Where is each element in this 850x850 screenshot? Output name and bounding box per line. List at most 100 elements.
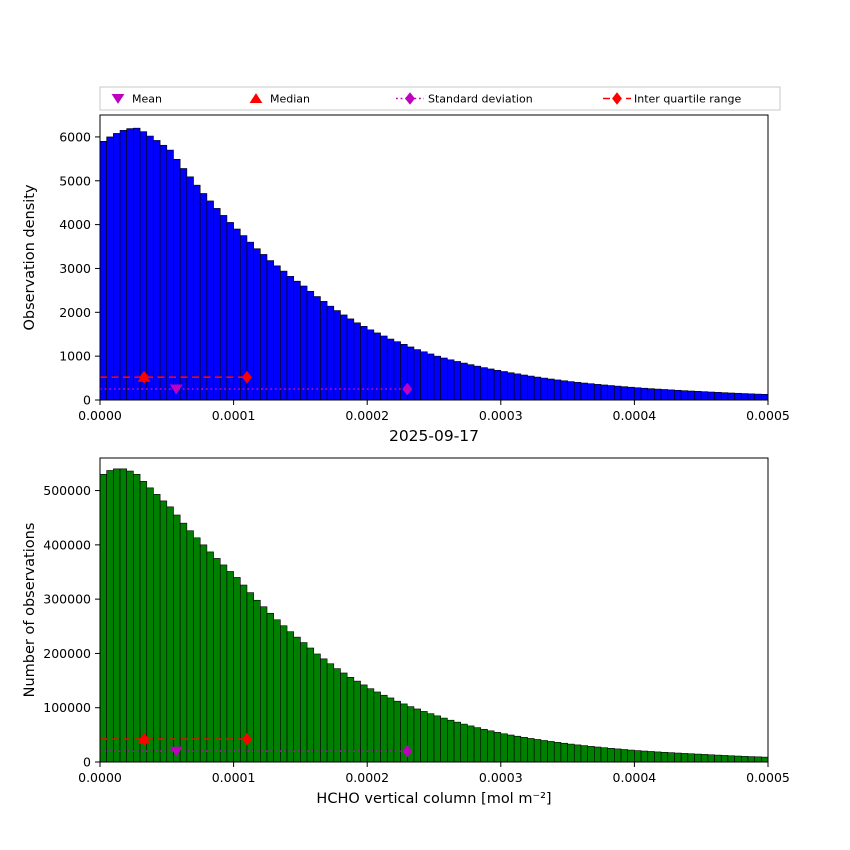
histogram-bar [654,751,662,763]
histogram-bar [513,735,522,763]
histogram-bar [680,390,689,401]
histogram-bar [226,571,234,763]
histogram-bar [193,537,201,763]
histogram-bar [280,270,288,401]
histogram-bar [219,564,228,763]
histogram-bar [480,728,488,763]
histogram-bar [754,756,762,763]
histogram-bar [280,625,288,763]
legend-item-label: Mean [132,93,162,106]
histogram-bar [473,365,482,401]
histogram-bar [206,551,214,763]
x-axis-label: 2025-09-17 [389,427,479,445]
histogram-bar [500,733,508,763]
legend-median-icon [249,93,263,103]
histogram-bar [640,750,649,763]
histogram-bar [520,737,528,763]
y-tick-label: 0 [83,393,91,408]
x-tick-label: 0.0003 [479,408,523,423]
histogram-bar [573,382,582,401]
histogram-bar [293,636,301,763]
histogram-bar [660,751,669,763]
histogram-bar [667,752,675,763]
histogram-bar [326,663,335,763]
histogram-bar [694,391,702,401]
y-tick-label: 100000 [43,700,91,715]
histogram-bar [313,296,321,401]
histogram-bar [667,389,675,401]
histogram-bar [119,468,128,763]
histogram-bar [720,392,729,401]
histogram-bar [260,606,268,763]
histogram-bar [740,393,749,401]
histogram-bar [126,128,134,401]
histogram-bar [720,755,729,763]
histogram-bar [674,389,682,401]
legend-box [99,86,781,111]
histogram-bar [313,653,321,763]
histogram-bar [153,140,161,401]
histogram-bar [467,364,475,401]
histogram-bar [527,738,535,763]
histogram-bar [219,215,228,401]
histogram-bar [159,144,168,401]
histogram-bar [714,392,722,401]
x-tick-label: 0.0005 [746,408,790,423]
y-tick-label: 5000 [59,173,91,188]
legend-item-label: Standard deviation [428,93,533,106]
histogram-bar [634,387,642,401]
histogram-bar [761,756,769,763]
histogram-bars [99,127,769,401]
histogram-bar [700,391,709,401]
histogram-bar [607,385,615,401]
histogram-bar [393,700,401,763]
y-tick-label: 500000 [43,483,91,498]
histogram-bar [346,677,355,763]
histogram-bar [326,305,335,401]
histogram-bar [233,228,241,401]
histogram-bar [440,717,448,763]
histogram-bar [139,481,148,763]
histogram-bar [300,285,308,401]
histogram-bar [427,353,435,401]
histogram-bar [547,378,555,401]
subplot-1: 0 100000 200000 300000 400000 500000 0.0000 0.0… [22,457,790,807]
histogram-bar [413,708,421,763]
y-tick-label: 4000 [59,217,91,232]
histogram-bar [293,280,301,401]
histogram-bar [126,470,134,763]
y-axis-label: Observation density [22,184,38,330]
y-axis-label: Number of observations [22,523,38,698]
histogram-bar [600,747,608,763]
histogram-bar [573,744,582,763]
histogram-bar [747,393,755,401]
legend-item-label: Inter quartile range [634,93,741,106]
histogram-bar [266,260,274,401]
histogram-bar [353,680,361,763]
x-tick-label: 0.0003 [479,770,523,785]
histogram-bar [99,141,107,401]
histogram-bar [680,753,689,763]
y-tick-label: 1000 [59,349,91,364]
x-tick-label: 0.0002 [345,408,389,423]
histogram-bar [727,392,735,401]
histogram-bar [427,713,435,763]
median-marker-icon [137,733,151,744]
histogram-bar [146,135,154,401]
histogram-bar [620,749,629,763]
histogram-bar [213,558,221,763]
histogram-bar [473,727,482,763]
histogram-bar [607,748,615,763]
histogram-bar [587,746,595,763]
histogram-bar [533,739,542,763]
histogram-bar [460,362,468,401]
histogram-bar [714,754,722,763]
histogram-bar [594,384,602,401]
histogram-bar [654,388,662,401]
histogram-bar [186,176,194,401]
mean-marker-icon [169,384,183,395]
axes-frame [99,114,769,401]
histogram-bar [286,276,295,401]
histogram-bar [346,318,355,401]
histogram-bar [179,522,188,763]
